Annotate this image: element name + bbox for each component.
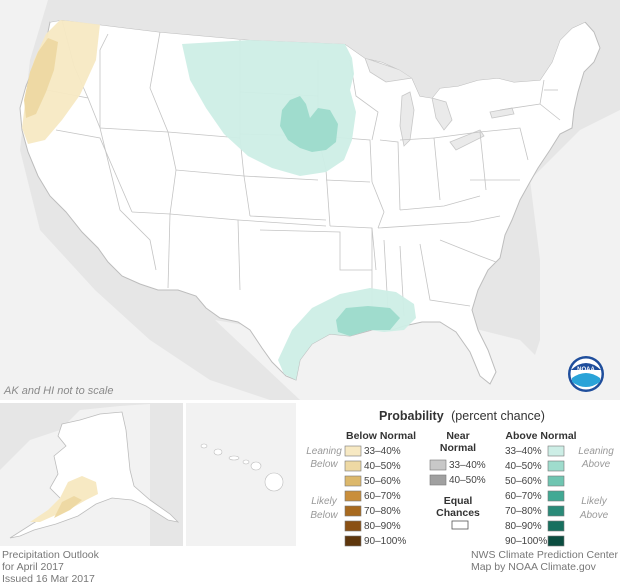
equal-label-1: Equal — [444, 495, 473, 507]
above-swatch-1 — [547, 445, 565, 457]
near-swatch-2 — [429, 474, 447, 486]
lake-michigan — [399, 91, 415, 147]
below-range-label-7: 90–100% — [364, 536, 406, 547]
credit-left-line-3: Issued 16 Mar 2017 — [2, 573, 95, 585]
leaning-below-2: Below — [310, 459, 338, 470]
above-heading: Above Normal — [505, 430, 576, 442]
near-swatch-1 — [429, 459, 447, 471]
above-range-label-5: 70–80% — [505, 506, 542, 517]
below-heading: Below Normal — [346, 430, 416, 442]
pacific-ocean — [0, 0, 270, 400]
near-swatch-list: 33–40% 40–50% — [429, 459, 486, 486]
alaska-below-40-50 — [54, 496, 82, 518]
leaning-below-1: Leaning — [306, 446, 342, 457]
below-swatch-3 — [344, 475, 362, 487]
near-heading-1: Near — [446, 430, 469, 442]
credit-right: NWS Climate Prediction Center Map by NOA… — [471, 549, 618, 573]
below-range-label-6: 80–90% — [364, 521, 401, 532]
above-swatch-list: 33–40% 40–50% 50–60% 60–70% 70–80% 80–90% 90–1… — [505, 445, 565, 547]
leaning-above-1: Leaning — [578, 446, 614, 457]
below-range-label-4: 60–70% — [364, 491, 401, 502]
above-range-label-3: 50–60% — [505, 476, 542, 487]
noaa-logo-text: NOAA — [577, 367, 595, 373]
atlantic-ocean — [520, 110, 620, 400]
credit-left-line-1: Precipitation Outlook — [2, 549, 99, 561]
lake-erie — [449, 129, 485, 151]
leaning-above-2: Above — [581, 459, 611, 470]
near-range-label-2: 40–50% — [449, 475, 486, 486]
legend-title-rest: (percent chance) — [451, 409, 545, 423]
neighbor-countries — [0, 0, 620, 98]
inset-divider — [0, 400, 620, 403]
above-range-label-2: 40–50% — [505, 461, 542, 472]
below-swatch-list: 33–40% 40–50% 50–60% 60–70% 70–80% 80–90% 90–1… — [344, 445, 406, 547]
above-range-label-4: 60–70% — [505, 491, 542, 502]
scale-note: AK and HI not to scale — [3, 385, 113, 397]
alaska-land — [9, 411, 180, 539]
below-range-label-2: 40–50% — [364, 461, 401, 472]
noaa-logo: NOAA — [568, 356, 604, 392]
below-swatch-5 — [344, 505, 362, 517]
above-swatch-5 — [547, 505, 565, 517]
credit-right-line-2: Map by NOAA Climate.gov — [470, 561, 596, 573]
likely-below-2: Below — [310, 510, 338, 521]
below-range-label-5: 70–80% — [364, 506, 401, 517]
legend-title: Probability (percent chance) — [379, 409, 545, 423]
below-normal-region-pnw-inner — [24, 38, 58, 118]
above-swatch-2 — [547, 460, 565, 472]
above-swatch-4 — [547, 490, 565, 502]
below-swatch-2 — [344, 460, 362, 472]
likely-above-1: Likely — [581, 496, 608, 507]
above-normal-region-plains-inner — [280, 96, 338, 152]
equal-chances-swatch — [451, 520, 469, 530]
likely-above-2: Above — [579, 510, 609, 521]
legend-title-bold: Probability — [379, 409, 444, 423]
lake-superior — [364, 57, 414, 83]
above-range-label-1: 33–40% — [505, 446, 542, 457]
below-swatch-6 — [344, 520, 362, 532]
above-swatch-6 — [547, 520, 565, 532]
below-range-label-1: 33–40% — [364, 446, 401, 457]
near-range-label-1: 33–40% — [449, 460, 486, 471]
alaska-inset — [0, 403, 183, 546]
above-swatch-3 — [547, 475, 565, 487]
credit-right-line-1: NWS Climate Prediction Center — [470, 549, 618, 561]
likely-below-1: Likely — [311, 496, 338, 507]
equal-label-2: Chances — [436, 507, 480, 519]
above-normal-region-gulf-inner — [336, 306, 400, 336]
above-range-label-6: 80–90% — [505, 521, 542, 532]
below-swatch-1 — [344, 445, 362, 457]
lake-huron — [431, 97, 453, 131]
below-swatch-4 — [344, 490, 362, 502]
below-swatch-7 — [344, 535, 362, 547]
legend-panel: Probability (percent chance) Below Norma… — [298, 403, 620, 547]
below-range-label-3: 50–60% — [364, 476, 401, 487]
hawaii-inset — [186, 403, 296, 546]
credit-left: Precipitation Outlook for April 2017 Iss… — [2, 549, 99, 585]
near-heading-2: Normal — [440, 442, 476, 454]
alaska-below-leaning — [30, 476, 98, 522]
above-range-label-7: 90–100% — [505, 536, 547, 547]
above-swatch-7 — [547, 535, 565, 547]
conus-land — [19, 19, 601, 385]
credit-left-line-2: for April 2017 — [2, 561, 64, 573]
